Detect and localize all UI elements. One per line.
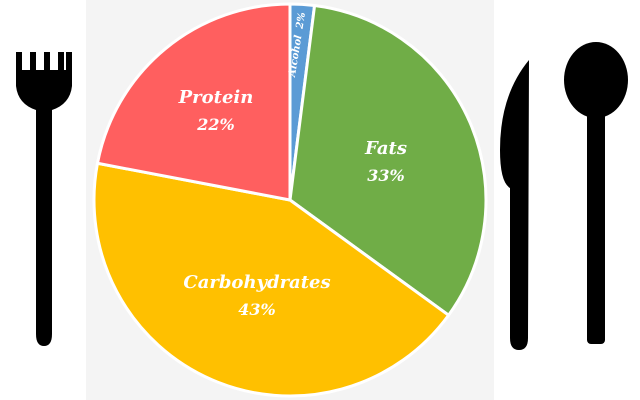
- knife-icon: [500, 60, 529, 350]
- slice-label-carbohydrates: Carbohydrates: [183, 272, 330, 293]
- spoon-icon: [564, 42, 628, 344]
- pie-slices: [92, 2, 488, 398]
- fork-icon: [16, 52, 72, 346]
- pie-slice-protein: [95, 2, 292, 202]
- slice-value-protein: 22%: [196, 115, 234, 134]
- slice-label-protein: Protein: [178, 87, 254, 108]
- pie-slice-fats: [288, 4, 488, 317]
- slice-value-fats: 33%: [367, 166, 404, 185]
- slice-label-fats: Fats: [364, 138, 407, 159]
- pie-slice-carbohydrates: [92, 161, 451, 398]
- slice-value-carbohydrates: 43%: [238, 300, 275, 319]
